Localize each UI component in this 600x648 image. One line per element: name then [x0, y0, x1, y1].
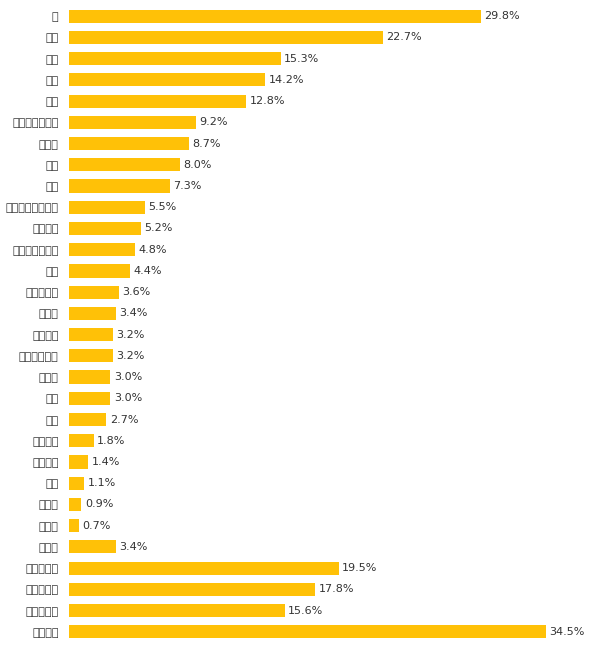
Text: 4.8%: 4.8% — [139, 245, 167, 255]
Text: 15.6%: 15.6% — [288, 606, 323, 616]
Text: 3.4%: 3.4% — [119, 542, 148, 552]
Bar — [69, 477, 84, 490]
Bar — [69, 604, 284, 617]
Text: 3.4%: 3.4% — [119, 308, 148, 318]
Bar — [69, 434, 94, 447]
Bar — [69, 349, 113, 362]
Text: 12.8%: 12.8% — [250, 96, 285, 106]
Text: 15.3%: 15.3% — [284, 54, 319, 64]
Bar — [69, 307, 116, 320]
Bar — [69, 179, 170, 192]
Bar — [69, 264, 130, 277]
Text: 17.8%: 17.8% — [319, 584, 354, 594]
Bar — [69, 73, 265, 86]
Bar — [69, 137, 189, 150]
Bar — [69, 625, 546, 638]
Text: 7.3%: 7.3% — [173, 181, 202, 191]
Bar — [69, 116, 196, 129]
Text: 14.2%: 14.2% — [269, 75, 304, 85]
Bar — [69, 286, 119, 299]
Text: 0.7%: 0.7% — [82, 521, 110, 531]
Text: 3.0%: 3.0% — [114, 372, 142, 382]
Text: 0.9%: 0.9% — [85, 500, 113, 509]
Bar — [69, 562, 338, 575]
Text: 5.2%: 5.2% — [145, 224, 173, 233]
Text: 4.4%: 4.4% — [133, 266, 162, 276]
Bar — [69, 201, 145, 214]
Bar — [69, 95, 246, 108]
Text: 2.7%: 2.7% — [110, 415, 138, 424]
Bar — [69, 10, 481, 23]
Text: 3.2%: 3.2% — [116, 351, 145, 361]
Text: 1.4%: 1.4% — [92, 457, 120, 467]
Bar — [69, 52, 281, 65]
Text: 29.8%: 29.8% — [485, 11, 520, 21]
Text: 34.5%: 34.5% — [550, 627, 585, 637]
Text: 5.5%: 5.5% — [148, 202, 177, 213]
Bar — [69, 158, 179, 171]
Bar — [69, 243, 136, 256]
Text: 1.8%: 1.8% — [97, 435, 125, 446]
Text: 1.1%: 1.1% — [88, 478, 116, 488]
Bar — [69, 519, 79, 532]
Text: 3.6%: 3.6% — [122, 287, 151, 297]
Bar — [69, 371, 110, 384]
Text: 19.5%: 19.5% — [342, 563, 377, 573]
Bar — [69, 540, 116, 553]
Bar — [69, 498, 82, 511]
Text: 22.7%: 22.7% — [386, 32, 422, 42]
Bar — [69, 413, 106, 426]
Bar — [69, 456, 88, 469]
Text: 3.0%: 3.0% — [114, 393, 142, 403]
Bar — [69, 328, 113, 341]
Text: 9.2%: 9.2% — [200, 117, 228, 127]
Bar — [69, 392, 110, 405]
Bar — [69, 222, 141, 235]
Text: 8.0%: 8.0% — [183, 160, 211, 170]
Bar — [69, 583, 315, 596]
Text: 8.7%: 8.7% — [193, 139, 221, 148]
Text: 3.2%: 3.2% — [116, 330, 145, 340]
Bar — [69, 31, 383, 44]
